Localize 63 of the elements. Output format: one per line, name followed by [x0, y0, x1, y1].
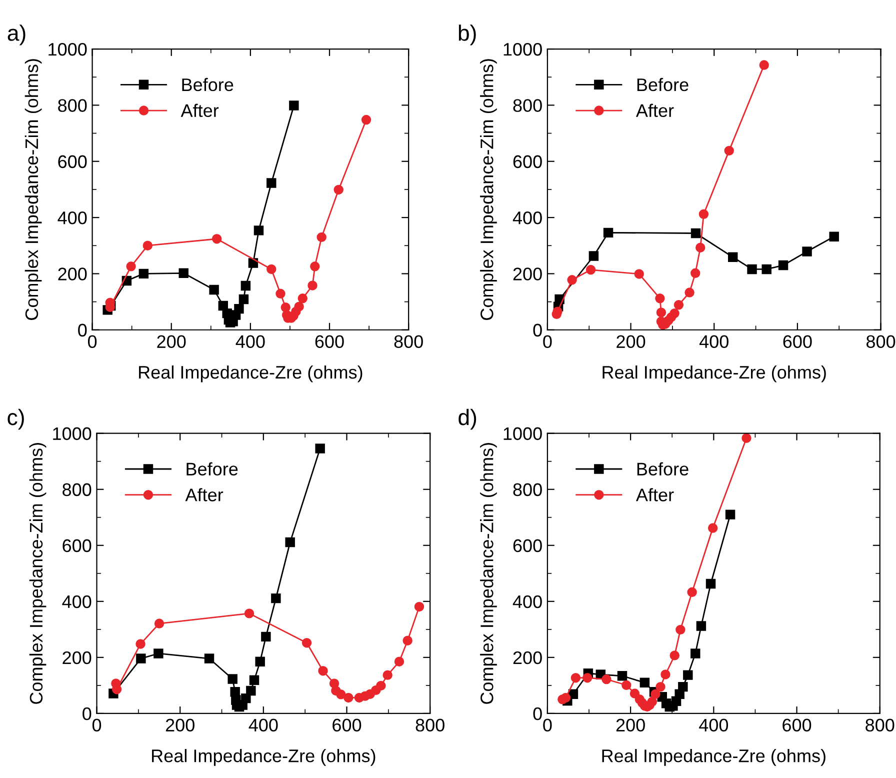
x-tick-label: 800	[416, 718, 444, 732]
y-tick-label: 400	[58, 211, 87, 224]
legend-label: Before	[182, 78, 234, 92]
legend-label: Before	[637, 462, 688, 476]
y-tick-label: 1000	[48, 42, 87, 56]
x-tick-label: 0	[543, 718, 552, 732]
x-axis-title: Real Impedance-Zre (ohms)	[139, 365, 362, 382]
y-tick-label: 200	[62, 651, 92, 664]
y-tick-label: 200	[513, 651, 542, 664]
legend-label: Before	[186, 462, 238, 476]
y-axis-title: Complex Impedance-Zim (ohms)	[24, 59, 42, 320]
x-axis-title: Real Impedance-Zre (ohms)	[602, 365, 826, 382]
y-tick-label: 0	[78, 324, 87, 337]
x-axis-title: Real Impedance-Zre (ohms)	[152, 749, 376, 766]
y-axis-title: Complex Impedance-Zim (ohms)	[29, 443, 46, 704]
chart-title: c)	[8, 408, 24, 430]
y-tick-label: 600	[58, 155, 87, 168]
y-tick-label: 800	[58, 99, 87, 112]
y-tick-label: 1000	[504, 42, 542, 56]
y-tick-label: 400	[512, 595, 542, 608]
y-tick-label: 800	[513, 483, 542, 496]
y-tick-label: 1000	[504, 427, 542, 440]
y-tick-label: 600	[513, 539, 542, 552]
x-tick-label: 0	[543, 335, 552, 348]
y-tick-label: 200	[58, 268, 87, 280]
y-tick-label: 400	[512, 211, 542, 224]
x-tick-label: 200	[616, 335, 646, 348]
legend-label: After	[636, 104, 674, 118]
y-tick-label: 1000	[53, 427, 92, 440]
x-tick-label: 200	[616, 718, 645, 732]
chart-title: b)	[458, 24, 476, 46]
x-tick-label: 400	[236, 335, 265, 348]
x-tick-label: 800	[866, 718, 894, 732]
chart-title: d)	[458, 408, 476, 430]
y-tick-label: 0	[82, 707, 92, 720]
x-tick-label: 800	[866, 335, 896, 348]
y-axis-title: Complex Impedance-Zim (ohms)	[480, 59, 497, 320]
y-tick-label: 0	[533, 324, 542, 337]
legend-label: After	[185, 488, 224, 502]
x-tick-label: 600	[315, 335, 344, 348]
legend-label: After	[636, 488, 674, 502]
x-tick-label: 600	[332, 718, 362, 732]
x-tick-label: 600	[783, 335, 812, 348]
legend-label: Before	[637, 78, 688, 92]
legend-label: After	[180, 104, 219, 118]
y-tick-label: 600	[62, 539, 92, 552]
x-tick-label: 200	[157, 335, 186, 348]
x-tick-label: 400	[699, 718, 728, 732]
x-tick-label: 0	[92, 718, 102, 732]
x-tick-label: 400	[699, 335, 728, 348]
x-tick-label: 400	[248, 718, 278, 732]
y-tick-label: 200	[513, 268, 542, 280]
y-tick-label: 600	[513, 155, 542, 168]
y-tick-label: 0	[533, 707, 542, 720]
y-tick-label: 400	[62, 595, 92, 608]
y-tick-label: 800	[513, 99, 542, 112]
x-tick-label: 800	[394, 335, 423, 348]
x-axis-title: Real Impedance-Zre (ohms)	[602, 749, 826, 766]
y-axis-title: Complex Impedance-Zim (ohms)	[480, 443, 497, 704]
y-tick-label: 800	[62, 483, 92, 496]
chart-title: a)	[8, 24, 26, 46]
x-tick-label: 200	[166, 718, 194, 732]
x-tick-label: 600	[782, 718, 812, 732]
